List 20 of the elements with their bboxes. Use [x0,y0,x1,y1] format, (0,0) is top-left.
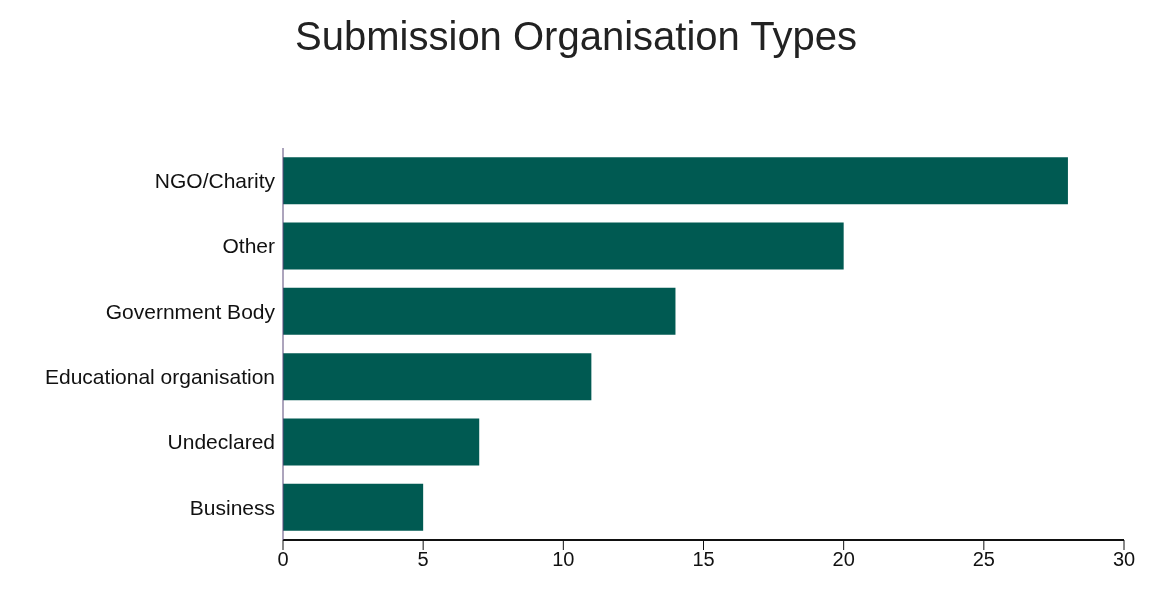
y-tick-label: Government Body [105,299,276,323]
bar [283,353,592,401]
x-tick-label: 5 [417,548,429,571]
y-tick-label: Other [222,234,275,258]
bar [283,222,844,270]
bar [283,418,480,466]
y-tick-label: Educational organisation [45,365,275,389]
bar [283,287,676,335]
y-tick-label: NGO/Charity [154,169,276,193]
chart-title: Submission Organisation Types [295,14,857,58]
bar [283,157,1068,205]
x-tick-label: 0 [277,548,289,571]
y-tick-label: Undeclared [167,430,275,454]
x-tick-label: 10 [552,548,575,571]
x-tick-label: 25 [972,548,995,571]
x-tick-label: 20 [832,548,855,571]
x-tick-label: 15 [692,548,715,571]
y-tick-label: Business [189,495,275,519]
x-tick-label: 30 [1112,548,1136,571]
bar [283,483,424,531]
